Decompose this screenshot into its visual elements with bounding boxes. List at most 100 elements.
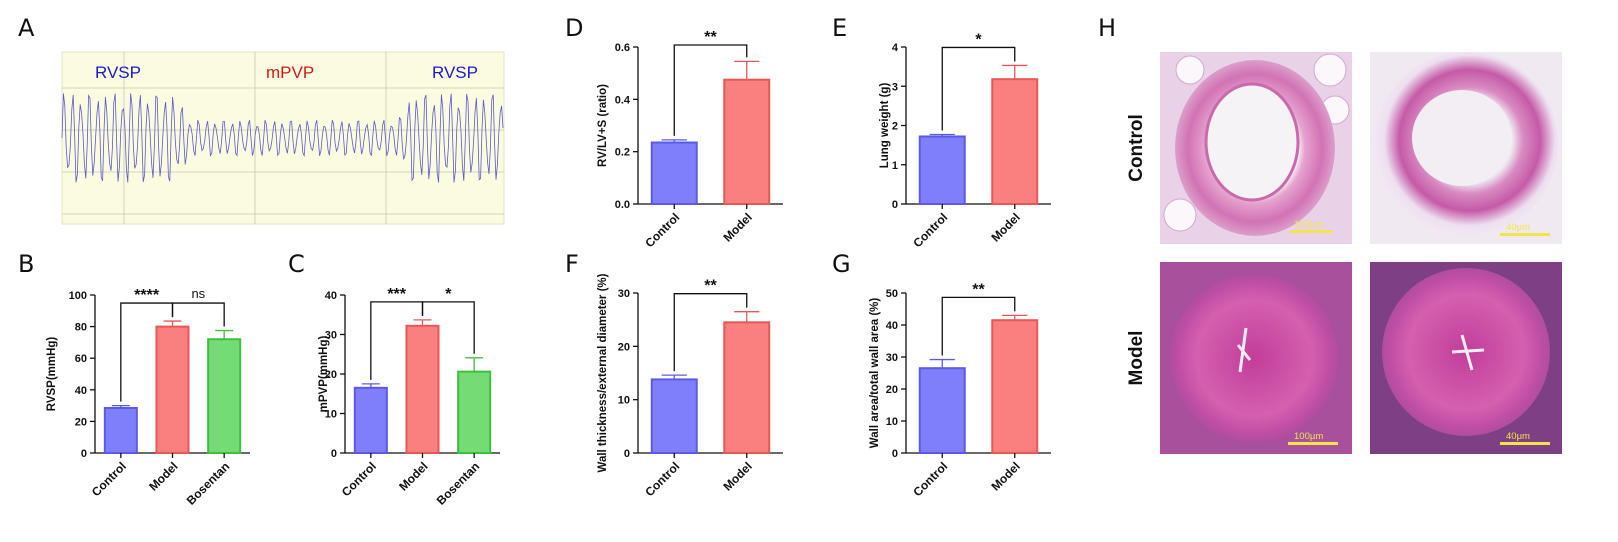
histology-panel: Control Model 100μm 40μm [1126,52,1562,454]
trace-waveform [61,93,504,183]
trace-label-rvsp-right: RVSP [432,63,478,82]
y-tick-label: 20 [618,341,630,353]
significance-bracket [171,302,225,327]
panel-letter-d: D [565,14,583,42]
y-tick-label: 2 [892,121,898,133]
y-axis-label: Wall thickness/external diameter (%) [597,273,609,472]
y-tick-label: 20 [75,416,87,428]
y-tick-label: 3 [892,81,898,93]
panel-letter-f: F [565,250,579,278]
y-tick-label: 60 [75,353,87,365]
bar-model [991,319,1039,455]
y-tick-label: 100 [69,290,87,302]
histology-model-40um: 40μm [1370,262,1562,454]
x-tick-label: Control [910,459,950,499]
scale-bar-label: 40μm [1506,222,1530,233]
trace-label-mpvp: mPVP [266,63,314,82]
scale-bar-label: 40μm [1506,431,1530,442]
y-tick-label: 0 [892,448,898,460]
significance-bracket [941,46,1016,131]
bar-model [723,78,771,205]
y-tick-label: 4 [892,42,899,54]
significance-label: * [445,286,452,303]
x-tick-label: Model [988,459,1022,493]
y-tick-label: 20 [886,384,898,396]
y-tick-label: 30 [325,330,337,342]
x-tick-label: Model [988,210,1022,244]
x-tick-label: Model [720,459,754,493]
mpvp-bar-chart: 0 10 20 30 40 mPVP(mmHg) Control Model Bosentan *… [318,286,500,508]
bar-model [155,325,190,455]
panel-letter-a: A [18,14,35,42]
histology-control-40um: 40μm [1370,52,1562,244]
y-tick-label: 10 [325,409,337,421]
x-tick-label: Model [720,210,754,244]
y-tick-label: 40 [886,320,898,332]
histology-control-100um: 100μm [1160,52,1352,244]
significance-label: * [975,31,982,48]
y-tick-label: 80 [75,322,87,334]
y-tick-label: 0.2 [615,147,630,159]
histology-model-100um: 100μm [1160,262,1352,454]
y-tick-label: 40 [325,290,337,302]
y-tick-label: 0.0 [615,199,630,211]
significance-label: ** [704,278,717,295]
y-tick-label: 30 [618,288,630,300]
lung-weight-bar-chart: 0 1 2 3 4 Lung weight (g) Control Model * [879,31,1051,250]
wall-area-bar-chart: 0 10 20 30 40 50 Wall area/total wall area (%)… [869,281,1051,499]
y-tick-label: 0 [81,448,87,460]
x-tick-label: Model [396,459,430,493]
x-tick-label: Control [642,459,682,499]
row-label-model: Model [1126,331,1147,386]
y-tick-label: 0 [624,448,630,460]
y-tick-label: 1 [892,160,898,172]
x-tick-label: Bosentan [184,459,233,508]
x-tick-label: Control [339,459,379,499]
significance-bracket [941,296,1016,356]
significance-label: ** [704,29,717,46]
x-tick-label: Control [642,210,682,250]
bar-control [103,406,138,454]
significance-label: **** [134,287,160,304]
significance-bracket [673,44,748,136]
trace-label-rvsp-left: RVSP [95,63,141,82]
y-axis-label: Wall area/total wall area (%) [869,298,881,449]
y-axis-label: RV/LV+S (ratio) [597,84,609,167]
significance-bracket [421,301,475,354]
significance-bracket [673,293,748,372]
rvsp-bar-chart: 0 20 40 60 80 100 RVSP(mmHg) Control Model Bosent… [46,286,250,508]
rv-ratio-bar-chart: 0.0 0.2 0.4 0.6 RV/LV+S (ratio) Control Model *… [597,29,783,250]
y-axis-label: mPVP(mmHg) [318,335,330,412]
wall-thickness-bar-chart: 0 10 20 30 Wall thickness/external diameter … [597,273,783,499]
scale-bar-label: 100μm [1294,219,1323,230]
y-tick-label: 0.6 [615,42,630,54]
trace-background [61,51,505,225]
bar-bosentan [207,338,242,454]
y-tick-label: 10 [618,395,630,407]
bar-control [918,367,966,455]
y-tick-label: 50 [886,288,898,300]
scale-bar-label: 100μm [1294,431,1323,442]
y-tick-label: 0 [331,448,337,460]
y-tick-label: 0.4 [615,94,631,106]
pressure-trace-panel: RVSP mPVP RVSP [61,51,505,225]
x-tick-label: Model [146,459,180,493]
y-tick-label: 0 [892,199,898,211]
significance-label: ns [191,286,205,301]
panel-letter-g: G [832,250,851,278]
significance-label: *** [387,286,406,303]
x-tick-label: Control [910,210,950,250]
bar-control [918,135,966,206]
y-axis-label: Lung weight (g) [879,83,891,169]
panel-letter-b: B [18,250,34,278]
bar-bosentan [457,370,492,455]
bar-model [405,324,440,454]
panel-letter-c: C [288,250,305,278]
significance-label: ** [972,281,985,298]
panel-letter-e: E [832,14,847,42]
x-tick-label: Control [89,459,129,499]
y-axis-label: RVSP(mmHg) [46,337,58,412]
panel-letter-h: H [1098,14,1116,42]
bar-control [650,378,698,454]
